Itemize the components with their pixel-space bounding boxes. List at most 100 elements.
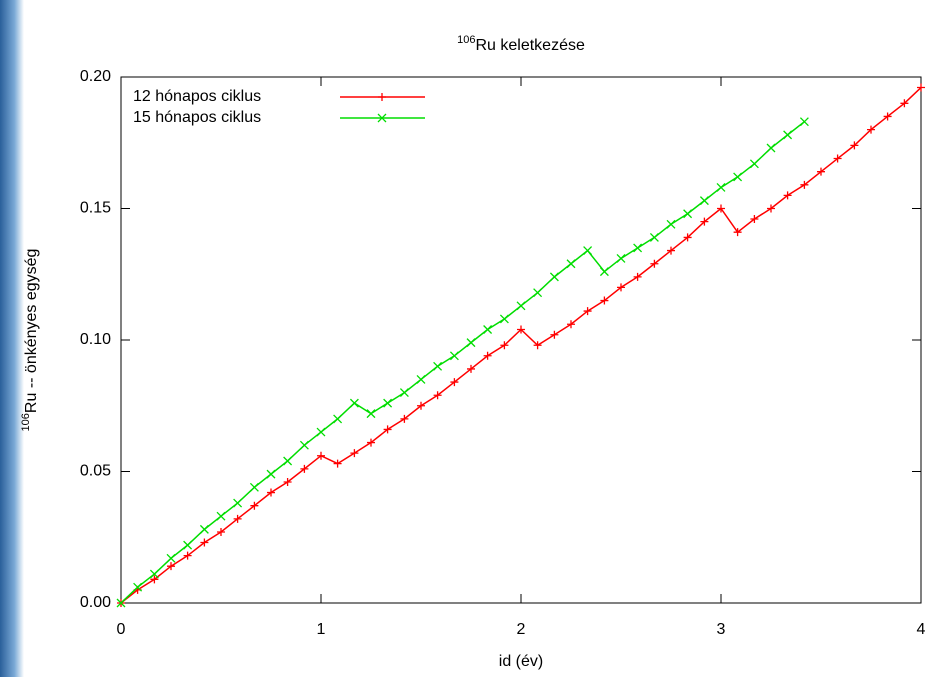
x-tick-label: 1 xyxy=(317,621,326,638)
point-marker xyxy=(533,288,543,298)
point-marker xyxy=(600,296,609,305)
point-marker xyxy=(783,130,793,140)
point-marker xyxy=(700,217,709,226)
point-marker xyxy=(766,143,776,153)
legend-marker xyxy=(378,93,386,101)
point-marker xyxy=(517,325,525,334)
x-tick-label: 4 xyxy=(917,621,926,638)
point-marker xyxy=(467,364,475,373)
point-marker xyxy=(599,267,609,277)
legend-marker xyxy=(377,113,387,123)
point-marker xyxy=(717,204,725,213)
point-marker xyxy=(399,388,409,398)
point-marker xyxy=(633,243,643,253)
point-marker xyxy=(466,338,476,348)
point-marker xyxy=(500,341,509,350)
point-marker xyxy=(216,511,226,521)
point-marker xyxy=(149,569,159,579)
background-strip xyxy=(0,0,24,677)
point-marker xyxy=(299,440,309,450)
point-marker xyxy=(783,191,792,200)
point-marker xyxy=(817,167,825,176)
point-marker xyxy=(150,575,159,584)
point-marker xyxy=(267,488,275,497)
point-marker xyxy=(233,498,243,508)
point-marker xyxy=(583,246,593,256)
point-marker xyxy=(350,449,359,458)
point-marker xyxy=(283,456,293,466)
point-marker xyxy=(133,582,143,592)
legend-label: 15 hónapos ciklus xyxy=(133,109,261,126)
point-marker xyxy=(317,451,325,460)
point-marker xyxy=(550,330,559,339)
point-marker xyxy=(683,209,693,219)
point-marker xyxy=(833,154,842,163)
point-marker xyxy=(683,233,692,242)
point-marker xyxy=(383,425,392,434)
x-tick-label: 0 xyxy=(117,621,126,638)
point-marker xyxy=(300,464,309,473)
point-marker xyxy=(349,398,359,408)
series-line xyxy=(120,86,922,604)
y-tick-label: 0.10 xyxy=(80,331,111,348)
plot-border xyxy=(120,76,922,604)
point-marker xyxy=(800,180,809,189)
point-marker xyxy=(917,83,925,92)
point-marker xyxy=(333,459,342,468)
point-marker xyxy=(483,325,493,334)
point-marker xyxy=(266,469,276,479)
point-marker xyxy=(549,272,559,282)
point-marker xyxy=(183,540,193,550)
point-marker xyxy=(716,183,726,192)
point-marker xyxy=(516,301,526,311)
point-marker xyxy=(567,320,575,329)
y-tick-label: 0.15 xyxy=(80,200,111,217)
point-marker xyxy=(333,414,343,424)
point-marker xyxy=(316,427,326,437)
point-marker xyxy=(417,401,425,410)
point-marker xyxy=(449,351,459,361)
point-marker xyxy=(199,524,209,534)
point-marker xyxy=(867,125,875,134)
point-marker xyxy=(633,272,642,281)
y-tick-label: 0.00 xyxy=(80,594,111,611)
x-tick-label: 3 xyxy=(717,621,726,638)
point-marker xyxy=(767,204,775,213)
point-marker xyxy=(666,219,676,229)
point-marker xyxy=(733,228,742,237)
ylabel-sup: 106 xyxy=(20,413,32,431)
point-marker xyxy=(799,117,809,127)
point-marker xyxy=(166,553,176,563)
point-marker xyxy=(667,246,675,255)
point-marker xyxy=(749,159,759,169)
point-marker xyxy=(483,351,492,360)
point-marker xyxy=(450,378,459,387)
point-marker xyxy=(367,438,375,447)
ylabel-main: Ru -- önkényes egység xyxy=(23,249,40,414)
point-marker xyxy=(900,99,909,108)
point-marker xyxy=(200,538,209,547)
point-marker xyxy=(433,391,442,400)
point-marker xyxy=(650,259,659,268)
point-marker xyxy=(383,398,393,408)
point-marker xyxy=(283,478,292,487)
point-marker xyxy=(183,551,192,560)
point-marker xyxy=(250,501,259,510)
point-marker xyxy=(616,254,626,263)
point-marker xyxy=(249,482,259,492)
point-marker xyxy=(433,361,443,371)
point-marker xyxy=(883,112,892,121)
point-marker xyxy=(167,562,175,571)
point-marker xyxy=(499,314,509,324)
y-axis-label: 106Ru -- önkényes egység xyxy=(20,249,40,432)
chart-title: 106Ru keletkezése xyxy=(457,34,585,54)
title-main: Ru keletkezése xyxy=(475,37,584,54)
x-tick-label: 2 xyxy=(517,621,526,638)
point-marker xyxy=(699,196,709,206)
x-axis-label: id (év) xyxy=(499,653,543,670)
point-marker xyxy=(217,527,225,536)
point-marker xyxy=(400,414,409,423)
point-marker xyxy=(617,283,625,292)
